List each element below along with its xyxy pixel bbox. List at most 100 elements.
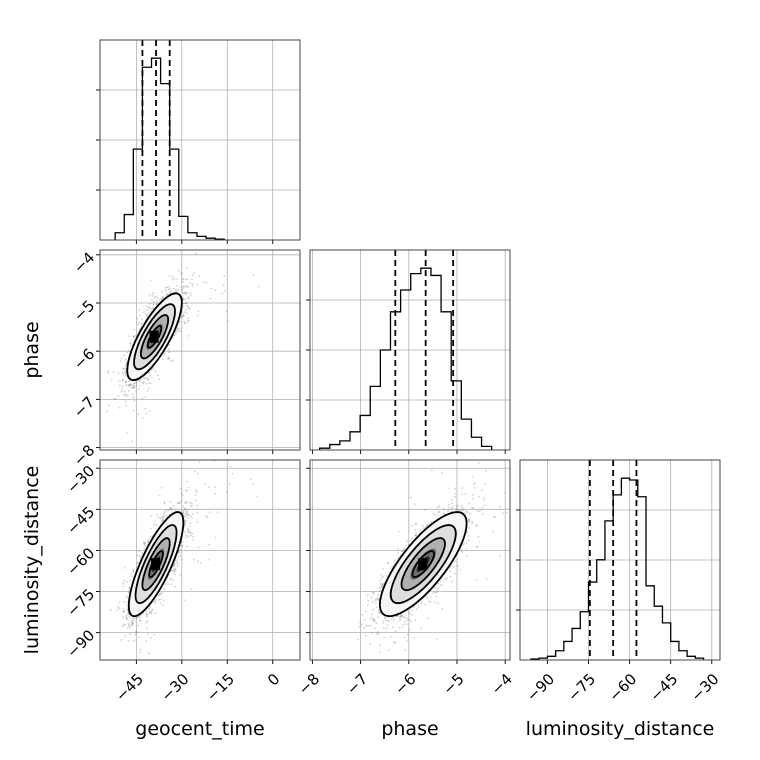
sample-point — [126, 608, 129, 611]
sample-point — [216, 511, 219, 514]
sample-point — [196, 314, 199, 317]
sample-point — [167, 356, 170, 359]
sample-point — [146, 389, 149, 392]
sample-point — [194, 494, 197, 497]
sample-point — [134, 617, 137, 620]
sample-point — [129, 383, 132, 385]
sample-point — [137, 562, 139, 564]
sample-point — [144, 407, 146, 410]
x-tick-label-geocent_time: −45 — [112, 670, 147, 705]
sample-point — [150, 376, 153, 379]
sample-point — [189, 292, 192, 294]
sample-point — [141, 670, 143, 672]
sample-point — [361, 613, 364, 616]
sample-point — [184, 522, 187, 525]
sample-point — [460, 550, 463, 552]
sample-point — [159, 517, 162, 519]
sample-point — [159, 444, 161, 446]
sample-point — [196, 521, 199, 523]
grid-lines — [100, 460, 300, 660]
sample-point — [159, 592, 161, 595]
sample-point — [145, 376, 148, 379]
sample-point — [229, 466, 232, 468]
grid-lines — [310, 250, 510, 450]
panel-luminosity_distance-hist: −90 −75 −60 −45 −30 — [516, 459, 723, 705]
sample-point — [168, 348, 170, 350]
sample-point — [185, 512, 188, 515]
sample-point — [184, 302, 187, 305]
sample-point — [169, 500, 172, 503]
sample-point — [168, 357, 171, 360]
panel-geocent_time-hist — [96, 39, 301, 244]
sample-point — [138, 384, 141, 387]
sample-point — [155, 524, 158, 526]
sample-point — [187, 509, 190, 512]
sample-point — [158, 598, 161, 601]
contour-line — [141, 537, 171, 592]
sample-point — [438, 505, 441, 507]
sample-point — [481, 513, 484, 515]
sample-point — [224, 289, 227, 292]
sample-point — [183, 524, 186, 527]
sample-point — [135, 630, 138, 633]
sample-point — [131, 440, 133, 443]
sample-point — [139, 648, 142, 651]
sample-point — [106, 410, 108, 413]
sample-point — [185, 301, 188, 304]
sample-point — [173, 509, 176, 512]
sample-point — [132, 617, 135, 620]
sample-point — [190, 278, 193, 281]
sample-point — [360, 623, 363, 626]
sample-point — [147, 377, 150, 380]
sample-point — [191, 512, 194, 515]
contour-line — [146, 325, 163, 349]
sample-point — [173, 277, 176, 280]
sample-point — [186, 312, 188, 314]
sample-point — [121, 371, 124, 374]
sample-point — [183, 320, 186, 323]
sample-point — [124, 623, 127, 626]
sample-point — [139, 619, 141, 622]
sample-point — [154, 370, 157, 373]
sample-point — [132, 385, 135, 388]
sample-point — [187, 317, 190, 320]
sample-point — [184, 515, 187, 518]
sample-point — [128, 615, 131, 618]
y-tick-label-luminosity_distance: −45 — [63, 503, 98, 538]
sample-point — [147, 306, 150, 309]
sample-point — [138, 309, 141, 311]
sample-point — [221, 292, 223, 295]
sample-point — [150, 636, 152, 639]
sample-point — [149, 310, 152, 312]
sample-point — [195, 252, 198, 255]
sample-point — [182, 510, 185, 512]
sample-point — [170, 508, 173, 511]
sample-point — [117, 372, 120, 375]
sample-point — [132, 571, 135, 573]
sample-point — [185, 322, 188, 324]
sample-point — [142, 382, 145, 385]
sample-point — [129, 342, 132, 345]
sample-point — [196, 283, 199, 286]
sample-point — [184, 530, 187, 533]
sample-point — [210, 235, 212, 237]
sample-point — [190, 588, 193, 590]
sample-point — [180, 541, 183, 544]
sample-point — [438, 511, 440, 513]
sample-point — [123, 354, 126, 357]
sample-point — [186, 267, 189, 270]
x-tick-label-luminosity_distance: −90 — [523, 670, 558, 705]
sample-point — [118, 384, 121, 387]
sample-point — [148, 312, 151, 314]
sample-point — [149, 307, 152, 310]
sample-point — [136, 631, 138, 634]
sample-point — [138, 550, 141, 553]
sample-point — [181, 278, 184, 281]
sample-point — [181, 511, 184, 514]
sample-point — [208, 511, 211, 514]
sample-point — [161, 298, 164, 300]
sample-point — [158, 594, 160, 596]
axes-frame — [99, 459, 301, 661]
sample-point — [163, 588, 166, 591]
sample-point — [176, 563, 179, 565]
